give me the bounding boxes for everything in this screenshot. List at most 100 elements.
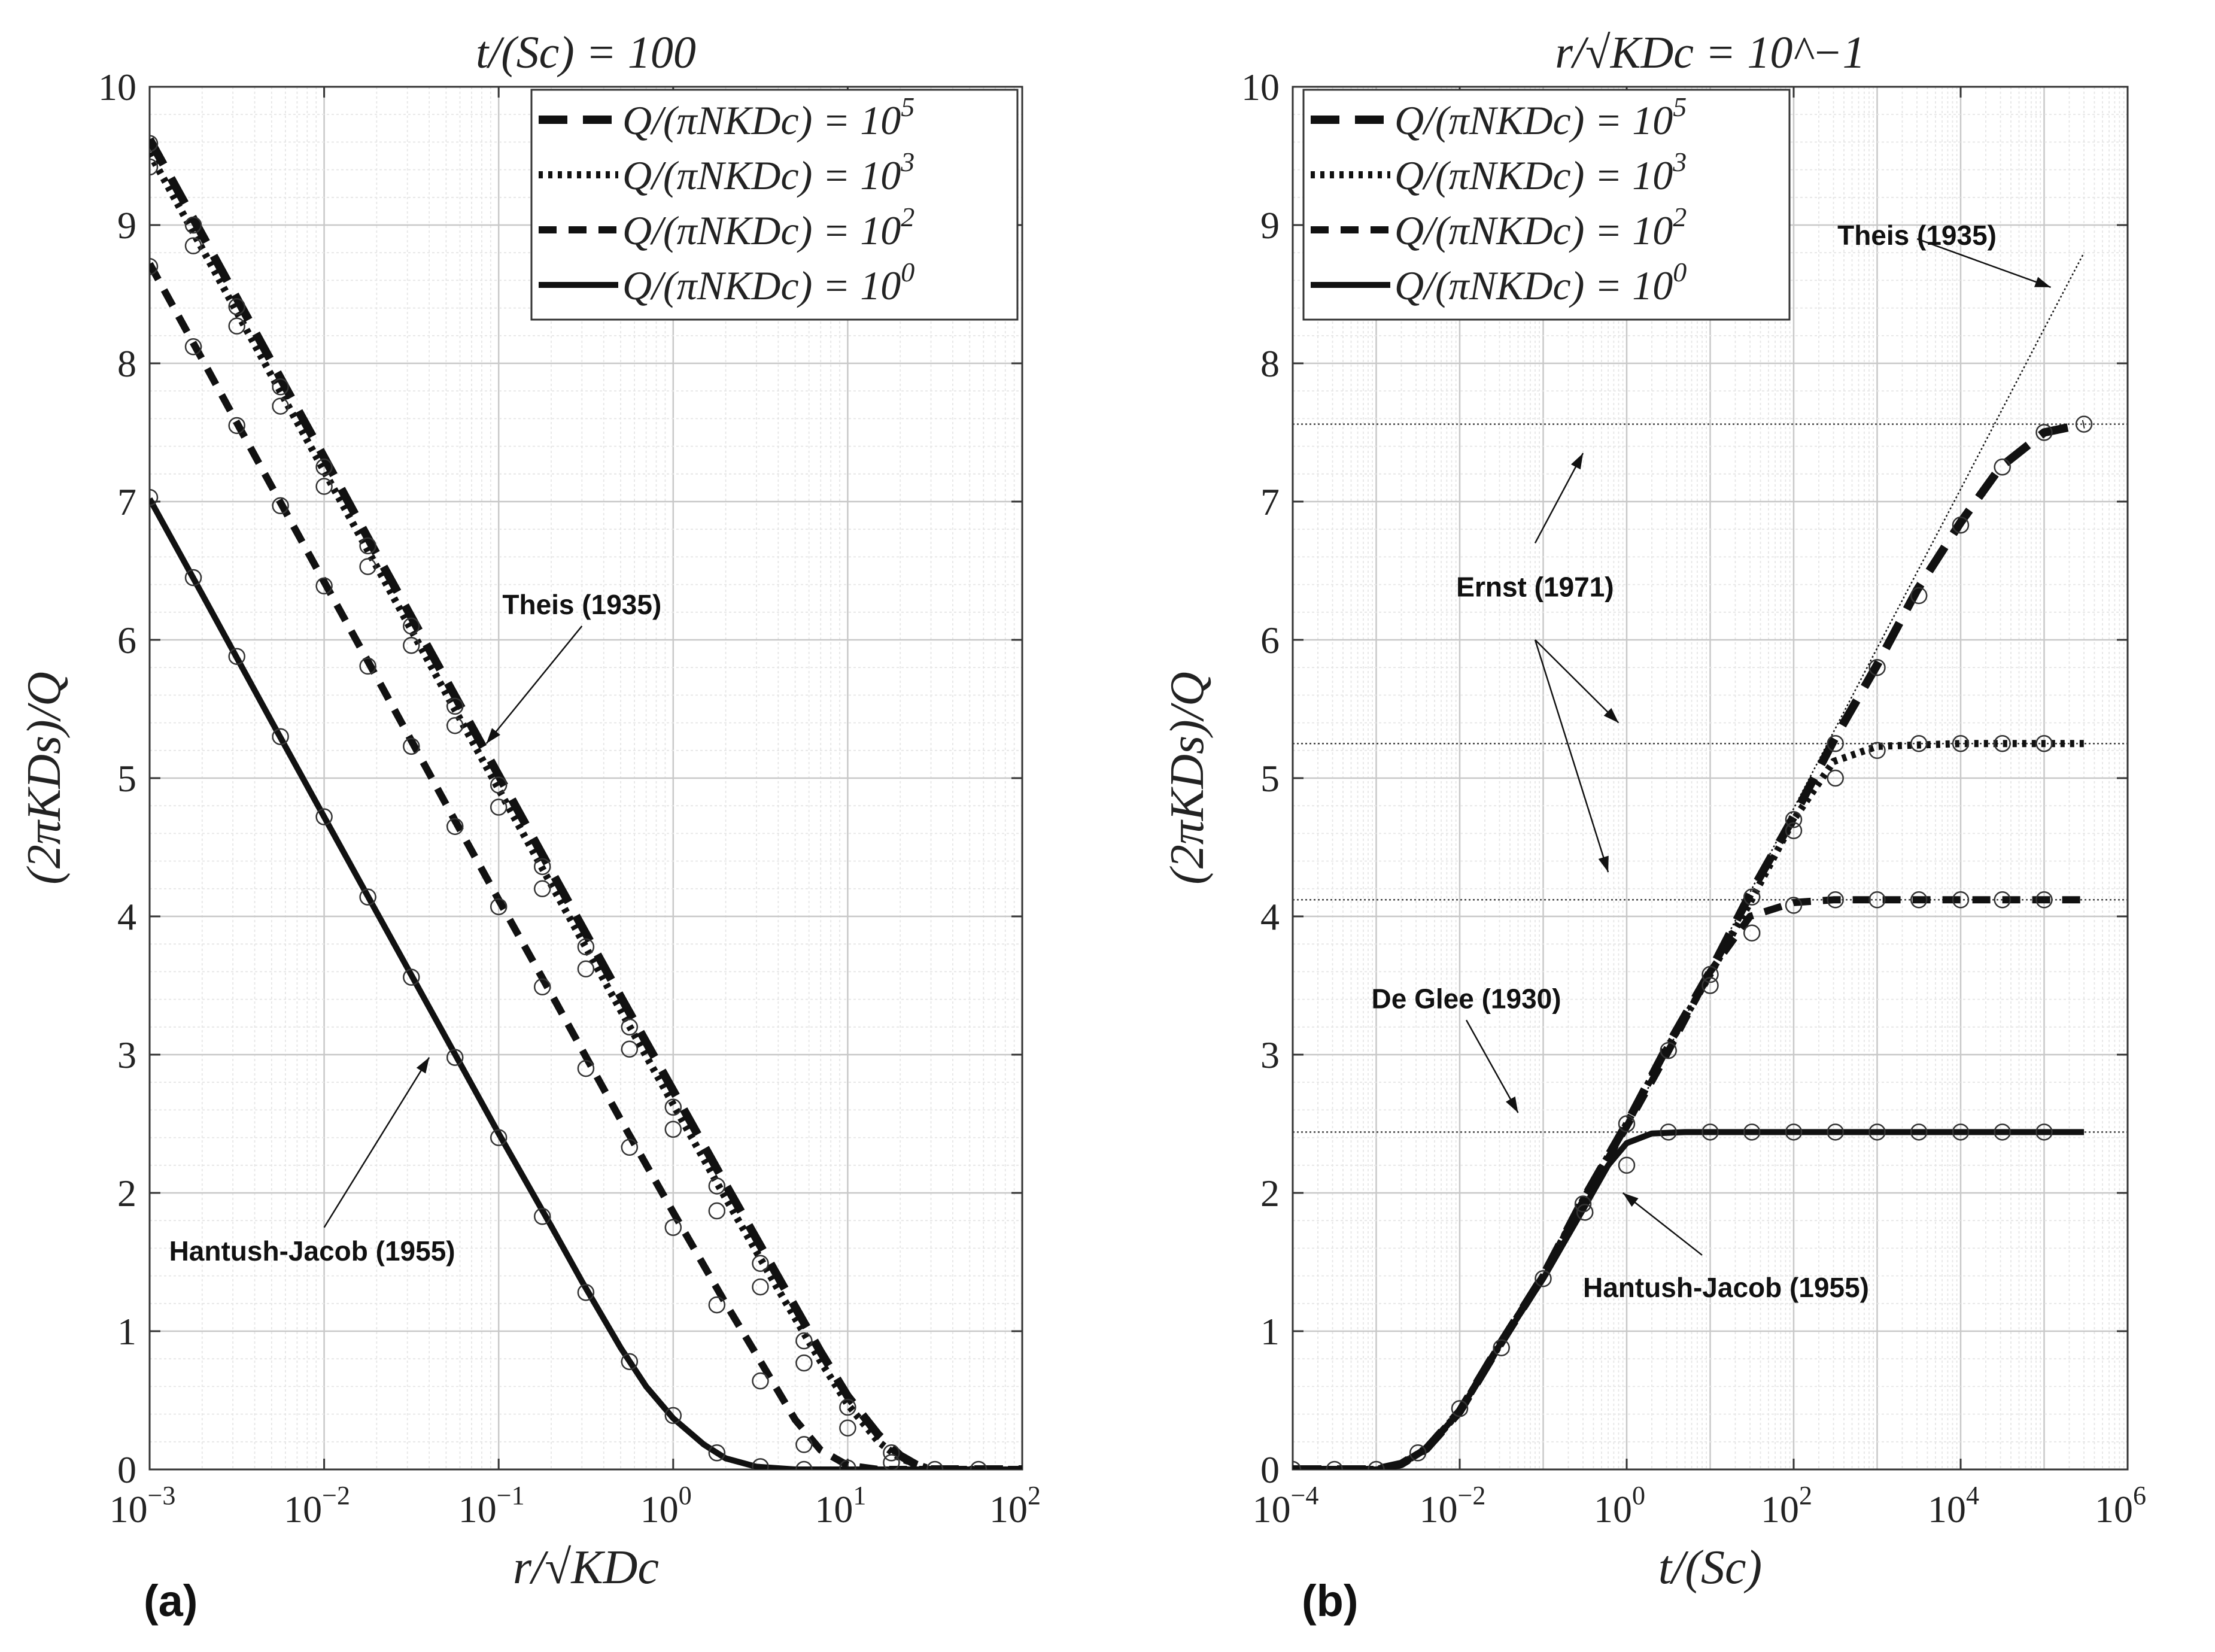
y-tick-label: 7: [1260, 481, 1280, 523]
x-tick-label: 102: [1761, 1481, 1812, 1530]
x-tick-exponent: −1: [497, 1481, 525, 1510]
data-marker: [1994, 891, 2011, 909]
y-tick-label: 5: [117, 757, 136, 800]
annotation-arrowhead: [1603, 707, 1619, 723]
legend-label: Q/(πNKDc) = 102: [622, 202, 914, 253]
data-marker: [1827, 769, 1844, 787]
x-axis-label: r/√KDc: [513, 1541, 659, 1594]
data-marker: [1743, 924, 1761, 942]
data-marker: [621, 1353, 639, 1371]
x-tick-base: 10: [1594, 1488, 1632, 1530]
legend-label-text: Q/(πNKDc) = 10: [1394, 208, 1673, 253]
data-marker: [1827, 891, 1844, 909]
data-marker: [926, 1460, 944, 1469]
data-marker: [2035, 891, 2053, 909]
x-tick-exponent: −2: [1458, 1481, 1486, 1510]
data-marker: [1701, 977, 1719, 994]
annotation-arrow: [323, 1056, 430, 1228]
y-tick-label: 1: [117, 1310, 136, 1353]
data-marker: [1368, 1460, 1385, 1469]
x-tick-exponent: −4: [1291, 1481, 1319, 1510]
y-axis-label: (2πKDs)/Q: [18, 672, 71, 885]
x-tick-base: 10: [815, 1488, 853, 1530]
y-tick-label: 0: [1260, 1448, 1280, 1491]
data-marker: [752, 1255, 769, 1273]
data-marker: [446, 716, 464, 734]
data-marker: [1576, 1204, 1594, 1221]
data-marker: [150, 135, 159, 152]
data-marker: [1910, 891, 1928, 909]
x-tick-exponent: −3: [148, 1481, 176, 1510]
y-tick-label: 10: [1241, 66, 1280, 108]
data-marker: [577, 1059, 595, 1077]
data-marker: [795, 1460, 813, 1469]
y-tick-label: 8: [117, 342, 136, 385]
data-marker: [1743, 888, 1761, 906]
x-tick-label: 102: [989, 1481, 1041, 1530]
x-tick-label: 101: [815, 1481, 866, 1530]
legend-label: Q/(πNKDc) = 103: [622, 147, 914, 198]
legend-label-exponent: 5: [1673, 92, 1687, 122]
x-tick-label: 10−2: [1420, 1481, 1486, 1530]
series-line: [1293, 740, 2085, 1469]
data-marker: [272, 497, 289, 515]
data-marker: [795, 1354, 813, 1372]
data-marker: [403, 617, 420, 635]
legend-label-exponent: 3: [1672, 147, 1687, 177]
data-marker: [795, 1332, 813, 1350]
y-tick-label: 4: [117, 895, 136, 938]
series-line: [1293, 1129, 2085, 1469]
data-marker: [1701, 965, 1719, 983]
data-marker: [752, 1372, 769, 1390]
x-tick-label: 100: [640, 1481, 692, 1530]
data-marker: [359, 537, 376, 555]
data-marker: [664, 1219, 682, 1236]
data-marker: [752, 1458, 769, 1469]
data-marker: [664, 1098, 682, 1116]
data-marker: [359, 888, 376, 906]
legend-label-exponent: 0: [901, 257, 914, 287]
data-marker: [1785, 811, 1803, 828]
data-marker: [403, 636, 420, 654]
data-marker: [150, 158, 159, 176]
data-marker: [228, 317, 245, 335]
data-marker: [272, 397, 289, 415]
data-marker: [1785, 822, 1803, 840]
data-marker: [533, 880, 551, 898]
y-tick-label: 1: [1260, 1310, 1280, 1353]
legend-label-exponent: 3: [900, 147, 914, 177]
data-marker: [708, 1202, 726, 1220]
legend-label-text: Q/(πNKDc) = 10: [622, 208, 901, 253]
data-marker: [184, 237, 202, 254]
legend-box: [1302, 89, 1791, 321]
data-marker: [490, 798, 508, 816]
data-marker: [2035, 424, 2053, 441]
data-marker: [1493, 1339, 1510, 1356]
data-marker: [1827, 1123, 1844, 1141]
data-marker: [2075, 415, 2093, 433]
x-tick-base: 10: [110, 1488, 148, 1530]
data-marker: [446, 818, 464, 836]
data-marker: [664, 1120, 682, 1138]
y-tick-label: 2: [117, 1172, 136, 1214]
y-tick-label: 7: [117, 481, 136, 523]
annotation-label: Hantush-Jacob (1955): [169, 1235, 455, 1267]
x-tick-label: 100: [1594, 1481, 1645, 1530]
data-marker: [1868, 658, 1886, 676]
annotation-arrow: [1534, 639, 1609, 873]
data-marker: [1785, 897, 1803, 914]
y-tick-label: 6: [117, 619, 136, 661]
x-tick-base: 10: [640, 1488, 679, 1530]
x-tick-base: 10: [458, 1488, 497, 1530]
x-tick-exponent: 0: [679, 1481, 692, 1510]
data-marker: [839, 1398, 856, 1416]
data-marker: [533, 858, 551, 876]
data-marker: [315, 458, 333, 476]
annotation-arrowhead: [1506, 1096, 1518, 1113]
data-marker: [1451, 1400, 1469, 1417]
data-marker: [795, 1436, 813, 1453]
data-marker: [184, 569, 202, 587]
x-tick-base: 10: [1420, 1488, 1458, 1530]
